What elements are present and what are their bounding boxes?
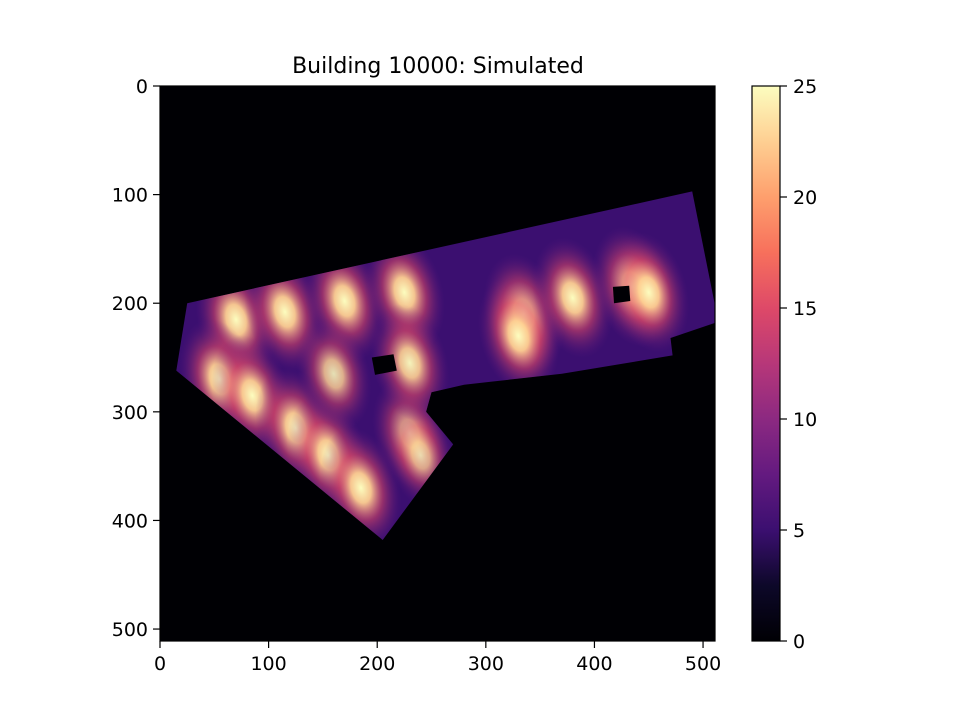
y-axis: 0 100 200 300 400 500 xyxy=(112,76,160,641)
colorbar-tick-label-0: 0 xyxy=(793,631,805,653)
colorbar-tick-label-10: 10 xyxy=(793,409,817,431)
x-tick-label-300: 300 xyxy=(468,653,504,675)
y-tick-label-0: 0 xyxy=(136,76,148,98)
hotspot-8 xyxy=(477,275,559,397)
y-tick-label-100: 100 xyxy=(112,185,148,207)
x-tick-label-400: 400 xyxy=(576,653,612,675)
x-tick-label-200: 200 xyxy=(359,653,395,675)
y-tick-label-300: 300 xyxy=(112,402,148,424)
heatmap-layer xyxy=(176,191,715,540)
x-tick-label-100: 100 xyxy=(250,653,286,675)
plot-frame xyxy=(159,85,716,642)
hole-1 xyxy=(612,285,631,304)
y-tick-label-500: 500 xyxy=(112,619,148,641)
x-axis: 0 100 200 300 400 500 xyxy=(154,641,721,675)
colorbar-tick-label-20: 20 xyxy=(793,187,817,209)
y-tick-label-200: 200 xyxy=(112,293,148,315)
colorbar xyxy=(751,85,781,642)
x-tick-label-0: 0 xyxy=(154,653,166,675)
hotspot-17 xyxy=(370,304,450,422)
hole-0 xyxy=(371,354,397,375)
hotspot-16 xyxy=(296,317,372,430)
colorbar-tick-label-25: 25 xyxy=(793,76,817,98)
y-tick-label-400: 400 xyxy=(112,510,148,532)
chart-title: Building 10000: Simulated xyxy=(292,54,584,79)
colorbar-tick-label-5: 5 xyxy=(793,520,805,542)
hotspot-7 xyxy=(608,232,690,353)
colorbar-tick-label-15: 15 xyxy=(793,298,817,320)
x-tick-label-500: 500 xyxy=(685,653,721,675)
colorbar-axis: 0 5 10 15 20 25 xyxy=(780,76,817,653)
